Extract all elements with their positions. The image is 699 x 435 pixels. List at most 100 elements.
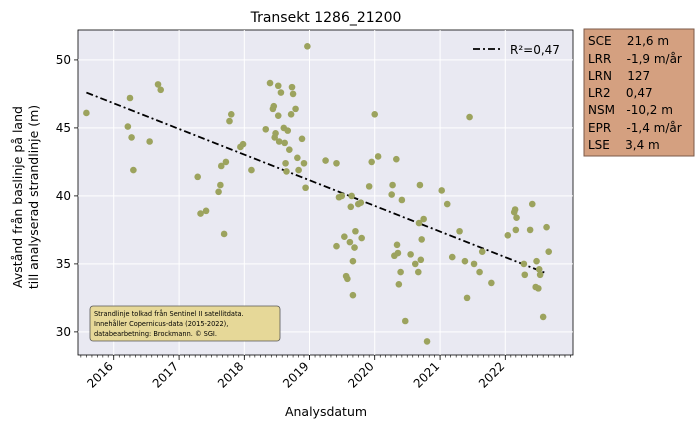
data-point bbox=[543, 223, 550, 231]
x-tick-label: 2022 bbox=[476, 359, 507, 390]
x-tick-label: 2018 bbox=[215, 359, 246, 390]
data-point bbox=[526, 226, 534, 234]
data-point bbox=[411, 260, 419, 268]
data-point bbox=[418, 236, 425, 243]
data-point bbox=[415, 219, 423, 227]
data-point bbox=[287, 111, 295, 118]
data-point bbox=[488, 279, 495, 287]
data-point bbox=[389, 181, 396, 189]
data-point bbox=[217, 162, 225, 170]
data-point bbox=[295, 166, 302, 174]
data-point bbox=[289, 90, 297, 98]
stats-line: SCE 21,6 m bbox=[588, 34, 669, 48]
data-point bbox=[281, 139, 288, 147]
data-point bbox=[352, 227, 359, 235]
data-point bbox=[277, 89, 285, 96]
data-point bbox=[349, 291, 357, 299]
data-point bbox=[401, 317, 409, 325]
data-point bbox=[248, 166, 255, 174]
data-point bbox=[304, 43, 311, 50]
stats-line: LRN 127 bbox=[588, 69, 650, 83]
x-tick-label: 2019 bbox=[280, 359, 311, 390]
data-point bbox=[222, 158, 230, 166]
data-point bbox=[456, 227, 463, 235]
note-line: Innehåller Copernicus-data (2015-2022), bbox=[94, 319, 228, 328]
data-point bbox=[351, 244, 358, 251]
data-point bbox=[124, 123, 132, 130]
data-point bbox=[130, 166, 137, 174]
data-point bbox=[463, 294, 471, 302]
data-point bbox=[128, 134, 135, 141]
data-point bbox=[266, 79, 274, 87]
data-point bbox=[358, 234, 365, 242]
data-point bbox=[417, 256, 425, 264]
data-point bbox=[357, 199, 365, 206]
data-point bbox=[197, 210, 204, 217]
data-point bbox=[220, 230, 228, 238]
data-point bbox=[298, 135, 306, 143]
legend-label: R²=0,47 bbox=[510, 43, 560, 57]
data-point bbox=[545, 248, 553, 255]
note-line: databearbetning: Brockmann. © SGI. bbox=[94, 330, 217, 338]
data-point bbox=[365, 183, 373, 190]
y-axis-label-line1: Avstånd från baslinje på land bbox=[10, 106, 25, 288]
x-axis-label: Analysdatum bbox=[285, 404, 367, 419]
data-point bbox=[284, 127, 292, 134]
data-point bbox=[466, 113, 473, 121]
data-point bbox=[274, 112, 282, 119]
data-point bbox=[476, 268, 483, 276]
data-point bbox=[83, 109, 90, 117]
x-tick-label: 2017 bbox=[150, 359, 181, 390]
data-point bbox=[274, 82, 282, 90]
data-point bbox=[388, 191, 395, 198]
data-point bbox=[520, 260, 528, 268]
data-point bbox=[398, 196, 406, 204]
data-point bbox=[292, 105, 299, 113]
stats-box-background bbox=[583, 28, 695, 157]
data-point bbox=[536, 271, 544, 279]
data-point bbox=[374, 153, 382, 160]
data-point bbox=[521, 271, 529, 279]
data-point bbox=[270, 102, 278, 110]
data-point bbox=[346, 238, 354, 246]
y-tick-label: 45 bbox=[56, 121, 71, 135]
x-tick-label: 2021 bbox=[411, 359, 442, 390]
data-point bbox=[217, 181, 224, 189]
data-point bbox=[533, 257, 540, 265]
stats-line: LSE 3,4 m bbox=[588, 138, 660, 152]
data-point bbox=[282, 159, 289, 167]
data-point bbox=[202, 207, 210, 215]
y-tick-label: 40 bbox=[56, 189, 71, 203]
data-point bbox=[194, 173, 201, 181]
data-point bbox=[420, 215, 427, 223]
y-axis-label-line2: till analyserad strandlinje (m) bbox=[26, 105, 41, 289]
data-point bbox=[348, 192, 355, 200]
data-point bbox=[371, 111, 379, 118]
data-point bbox=[511, 206, 519, 213]
data-point bbox=[349, 257, 357, 265]
y-tick-label: 30 bbox=[56, 325, 71, 339]
data-point bbox=[338, 192, 346, 200]
data-point bbox=[302, 184, 309, 192]
data-point bbox=[397, 268, 404, 276]
data-point bbox=[448, 253, 456, 261]
data-point bbox=[283, 168, 290, 175]
data-point bbox=[470, 260, 478, 268]
data-point bbox=[333, 159, 340, 167]
data-point bbox=[393, 155, 400, 163]
data-point bbox=[275, 138, 283, 145]
legend: R²=0,47 bbox=[473, 43, 560, 57]
stats-box: SCE 21,6 m LRR -1,9 m/år LRN 127 LR2 0,4… bbox=[583, 28, 695, 157]
data-point bbox=[227, 111, 235, 118]
data-point bbox=[415, 268, 422, 276]
data-point bbox=[154, 81, 162, 88]
chart-title: Transekt 1286_21200 bbox=[250, 10, 402, 26]
data-point bbox=[368, 158, 375, 166]
data-point bbox=[423, 338, 431, 345]
data-point bbox=[333, 242, 340, 250]
data-point bbox=[341, 233, 348, 240]
note-box: Strandlinje tolkad från Sentinel II sate… bbox=[89, 305, 281, 342]
data-point bbox=[504, 232, 512, 239]
data-point bbox=[347, 203, 355, 211]
data-point bbox=[478, 248, 486, 255]
